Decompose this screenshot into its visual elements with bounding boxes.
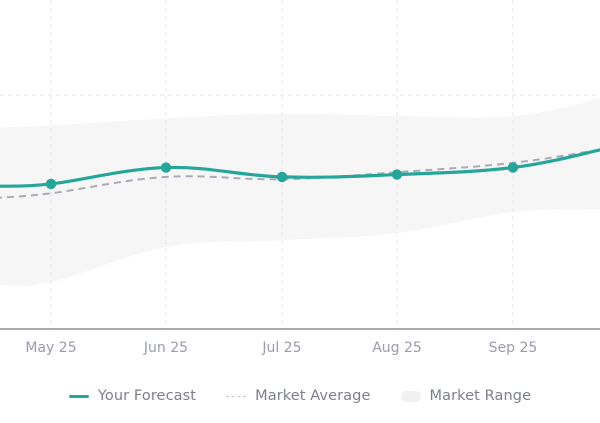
chart-legend: Your Forecast Market Average Market Rang… [0, 384, 600, 408]
forecast-points [45, 162, 519, 190]
area-swatch-icon [400, 390, 421, 402]
x-tick-label: Jul 25 [261, 340, 301, 356]
x-tick-label: Jun 25 [143, 340, 188, 356]
legend-item-your-forecast[interactable]: Your Forecast [68, 388, 197, 404]
gridlines [0, 0, 600, 329]
x-tick-label: Aug 25 [372, 340, 422, 356]
legend-item-market-range[interactable]: Market Range [400, 388, 532, 404]
legend-label: Market Range [429, 388, 532, 404]
dashed-line-swatch-icon [226, 395, 247, 397]
legend-label: Market Average [255, 388, 371, 404]
market-range-area [0, 98, 600, 286]
plot-area: May 25 Jun 25 Jul 25 Aug 25 Sep 25 [0, 0, 600, 356]
forecast-data-point[interactable] [45, 178, 57, 190]
forecast-data-point[interactable] [160, 162, 172, 173]
x-axis-ticks: May 25 Jun 25 Jul 25 Aug 25 Sep 25 [25, 340, 537, 356]
forecast-data-point[interactable] [391, 169, 403, 180]
forecast-data-point[interactable] [507, 162, 519, 173]
x-tick-label: Sep 25 [489, 340, 538, 356]
forecast-data-point[interactable] [276, 171, 288, 183]
forecast-line-swatch-icon [68, 394, 89, 398]
legend-label: Your Forecast [97, 388, 197, 404]
legend-item-market-average[interactable]: Market Average [226, 388, 370, 404]
x-tick-label: May 25 [25, 340, 76, 356]
